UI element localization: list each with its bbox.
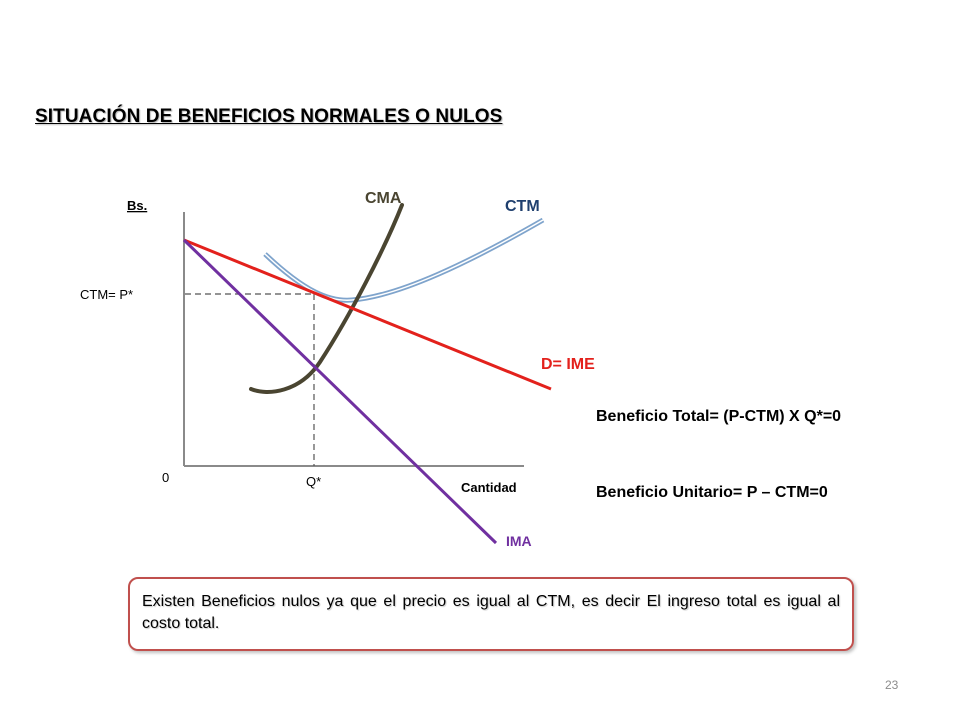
demand-label: D= IME <box>541 356 595 373</box>
ima-line <box>182 238 498 545</box>
cma-curve <box>249 203 404 394</box>
conclusion-note: Existen Beneficios nulos ya que el preci… <box>128 577 854 651</box>
x-axis-label: Cantidad <box>461 480 517 495</box>
demand-line <box>183 238 552 391</box>
cma-label: CMA <box>365 190 402 207</box>
origin-label: 0 <box>162 470 169 485</box>
total-profit-formula: Beneficio Total= (P-CTM) X Q*=0 <box>596 408 842 425</box>
ctm-curve-inner <box>264 219 544 301</box>
ima-label: IMA <box>506 533 532 549</box>
unit-profit-formula: Beneficio Unitario= P – CTM=0 <box>596 484 828 501</box>
y-axis-label: Bs. <box>127 198 147 213</box>
quantity-label: Q* <box>306 474 321 489</box>
page-title: SITUACIÓN DE BENEFICIOS NORMALES O NULOS <box>35 106 503 127</box>
page-number: 23 <box>885 678 899 692</box>
ctm-label: CTM <box>505 198 540 215</box>
price-label: CTM= P* <box>80 287 133 302</box>
